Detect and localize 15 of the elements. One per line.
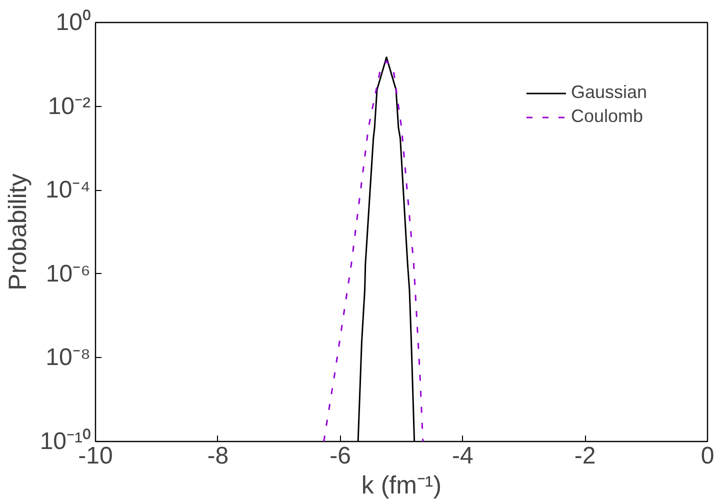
y-tick-label: 10⁻² (48, 92, 91, 120)
legend-label: Coulomb (570, 106, 643, 127)
x-tick-label: -8 (207, 442, 229, 470)
x-axis-title: k (fm⁻¹) (361, 472, 442, 500)
y-tick-label: 10⁻⁴ (45, 176, 91, 204)
x-tick-label: 0 (700, 442, 714, 470)
legend-label: Gaussian (570, 82, 647, 103)
y-tick-label: 10⁻⁸ (46, 344, 91, 372)
y-tick-label: 10⁰ (56, 9, 91, 36)
x-tick-label: -2 (574, 442, 596, 470)
y-axis-title: Probability (4, 173, 32, 290)
line-series (323, 60, 424, 442)
x-tick-label: -6 (330, 442, 351, 470)
x-tick-label: -4 (452, 442, 474, 470)
y-tick-label: 10⁻⁶ (46, 260, 91, 288)
